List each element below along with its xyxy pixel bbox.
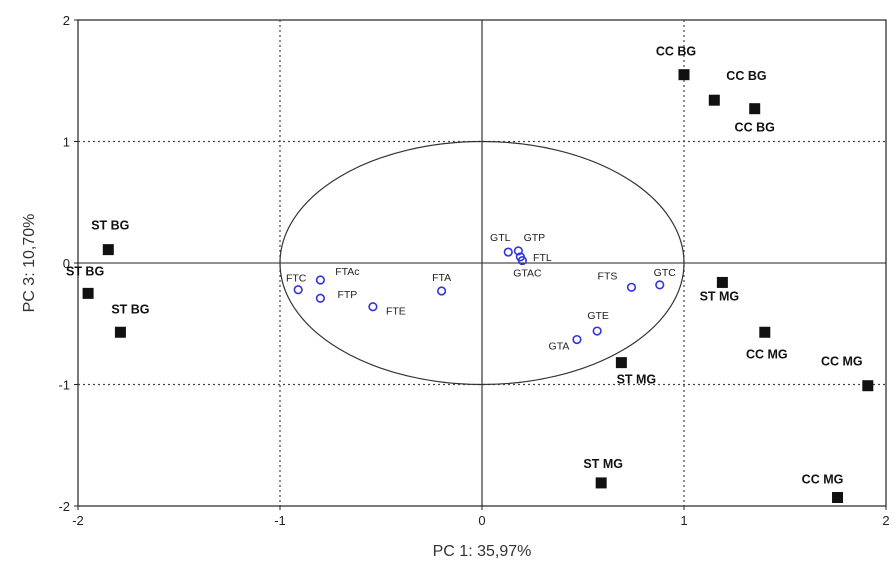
observation-label: CC BG xyxy=(735,121,775,135)
variable-marker xyxy=(315,275,326,285)
y-tick-label: -2 xyxy=(58,499,70,514)
observation-label: CC BG xyxy=(726,69,766,83)
y-axis-ticks: 2 1 0 -1 -2 xyxy=(58,13,78,514)
correlation-circle xyxy=(279,140,685,386)
variable-marker xyxy=(513,246,523,256)
x-tick-label: 2 xyxy=(882,513,889,528)
observation-marker xyxy=(832,491,844,503)
observation-marker xyxy=(708,94,720,106)
variable-label: FTS xyxy=(598,270,618,282)
variable-label: FTAc xyxy=(335,266,359,278)
observation-points: CC BG CC BG CC BG ST BG ST BG ST BG ST MG ST MG… xyxy=(66,45,874,503)
y-tick-label: -1 xyxy=(58,378,70,393)
x-tick-label: -2 xyxy=(72,513,84,528)
observation-marker xyxy=(749,103,761,115)
y-tick-label: 0 xyxy=(63,256,70,271)
observation-label: ST MG xyxy=(700,289,740,303)
variable-marker xyxy=(517,255,528,266)
variable-label: GTC xyxy=(654,267,677,279)
zero-axes xyxy=(78,20,886,506)
observation-label: CC MG xyxy=(821,355,863,369)
variable-marker xyxy=(293,285,303,295)
observation-label: CC MG xyxy=(802,472,844,486)
variable-marker xyxy=(626,282,637,292)
observation-marker xyxy=(595,477,607,489)
variable-label: FTC xyxy=(286,273,307,285)
variable-marker xyxy=(437,286,447,296)
observation-label: ST BG xyxy=(66,264,104,278)
observation-marker xyxy=(102,244,114,256)
y-axis-title: PC 3: 10,70% xyxy=(21,214,38,313)
y-tick-label: 2 xyxy=(63,13,70,28)
variable-label: GTL xyxy=(490,232,511,244)
variable-label: GTP xyxy=(524,232,546,244)
x-tick-label: -1 xyxy=(274,513,286,528)
variable-marker xyxy=(592,326,602,336)
observation-marker xyxy=(678,69,690,81)
variable-label: FTE xyxy=(386,306,406,318)
variable-label: FTA xyxy=(432,272,451,284)
variable-label: GTE xyxy=(587,310,609,322)
variable-label: FTL xyxy=(533,252,552,264)
grid-lines xyxy=(78,20,886,506)
variable-label: GTAC xyxy=(513,268,542,280)
observation-marker xyxy=(82,287,94,299)
variable-marker xyxy=(368,302,378,312)
x-tick-label: 1 xyxy=(680,513,687,528)
observation-marker xyxy=(862,380,874,392)
y-tick-label: 1 xyxy=(63,135,70,150)
observation-label: ST BG xyxy=(111,302,149,316)
x-tick-label: 0 xyxy=(478,513,485,528)
variable-points: FTC FTAc FTP FTE FTA GTL GTP FTL GTAC FTS GTC GTE GT… xyxy=(286,232,676,353)
x-axis-title: PC 1: 35,97% xyxy=(433,543,532,560)
variable-label: FTP xyxy=(337,289,357,301)
variable-marker xyxy=(503,247,513,257)
correlation-circle-layer xyxy=(279,140,685,386)
observation-marker xyxy=(114,326,126,338)
variable-label: GTA xyxy=(549,341,570,353)
observation-label: CC MG xyxy=(746,347,788,361)
observation-label: CC BG xyxy=(656,45,696,59)
variable-marker xyxy=(655,280,665,290)
variable-marker xyxy=(315,293,326,303)
observation-label: ST MG xyxy=(617,373,657,387)
observation-label: ST BG xyxy=(91,219,129,233)
x-axis-ticks: -2 -1 0 1 2 xyxy=(72,506,890,528)
observation-label: ST MG xyxy=(583,457,623,471)
variable-marker xyxy=(572,334,582,345)
observation-marker xyxy=(615,357,627,369)
observation-marker xyxy=(759,326,771,338)
observation-marker xyxy=(716,276,728,288)
